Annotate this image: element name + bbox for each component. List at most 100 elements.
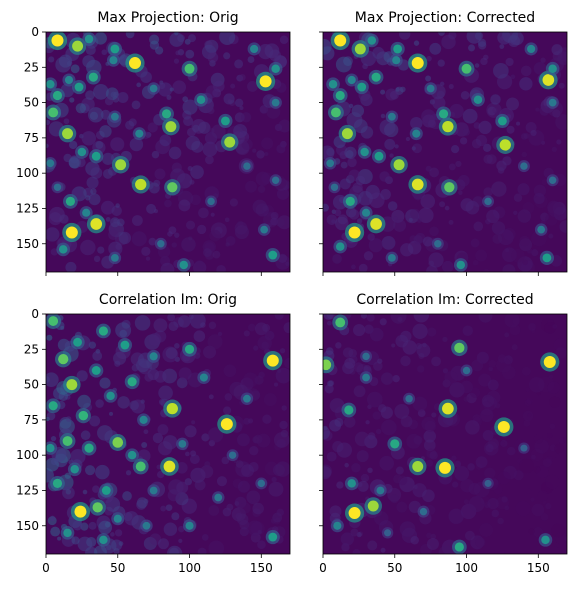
texture-blob — [176, 461, 188, 474]
spot — [250, 44, 259, 54]
texture-blob — [468, 482, 481, 495]
texture-blob — [367, 432, 376, 440]
spot — [541, 535, 550, 545]
texture-blob — [548, 233, 554, 239]
spot — [139, 415, 148, 424]
texture-blob — [398, 337, 403, 342]
texture-blob — [223, 364, 237, 378]
texture-blob — [475, 134, 488, 147]
texture-blob — [430, 533, 437, 540]
texture-blob — [533, 192, 545, 205]
x-tick-label: 150 — [527, 561, 550, 575]
texture-blob — [429, 42, 442, 55]
spot — [90, 218, 103, 230]
texture-blob — [406, 433, 422, 449]
texture-blob — [65, 416, 72, 422]
spot — [426, 84, 435, 93]
texture-blob — [431, 412, 437, 418]
texture-blob — [257, 335, 272, 351]
texture-blob — [279, 420, 288, 430]
spot — [361, 208, 371, 217]
texture-blob — [332, 253, 342, 264]
texture-blob — [405, 136, 411, 142]
spot — [393, 44, 403, 54]
texture-blob — [278, 119, 290, 133]
texture-blob — [483, 143, 492, 152]
texture-blob — [506, 125, 515, 134]
texture-blob — [277, 253, 288, 263]
texture-blob — [163, 522, 178, 536]
texture-blob — [488, 366, 494, 372]
texture-blob — [458, 190, 463, 195]
texture-blob — [226, 503, 234, 511]
spot — [113, 514, 122, 523]
texture-blob — [173, 58, 180, 64]
spot — [257, 479, 266, 488]
texture-blob — [156, 464, 162, 470]
texture-blob — [327, 320, 332, 326]
texture-blob — [467, 463, 475, 471]
texture-blob — [531, 503, 545, 517]
texture-blob — [384, 138, 396, 150]
spot — [345, 196, 355, 207]
texture-blob — [530, 454, 536, 460]
spot — [341, 128, 353, 140]
texture-blob — [545, 502, 552, 510]
texture-blob — [70, 448, 86, 465]
texture-blob — [202, 141, 218, 157]
texture-blob — [335, 56, 352, 73]
texture-blob — [506, 446, 516, 456]
texture-blob — [195, 260, 205, 270]
texture-blob — [379, 171, 390, 182]
x-tick-label: 50 — [110, 561, 125, 575]
texture-blob — [230, 83, 236, 89]
spot — [439, 461, 451, 474]
spot — [328, 79, 338, 89]
texture-blob — [460, 90, 470, 100]
texture-blob — [448, 219, 454, 225]
texture-blob — [554, 443, 564, 454]
texture-blob — [411, 146, 416, 151]
spot — [46, 79, 55, 89]
spot — [266, 354, 279, 367]
texture-blob — [141, 246, 151, 257]
texture-blob — [86, 176, 99, 189]
texture-blob — [525, 488, 532, 494]
texture-blob — [522, 259, 528, 266]
spot — [199, 373, 208, 382]
texture-blob — [331, 219, 336, 224]
spot — [165, 121, 177, 133]
texture-blob — [368, 238, 383, 253]
texture-blob — [506, 97, 519, 111]
texture-blob — [270, 211, 279, 220]
spot — [101, 486, 111, 495]
texture-blob — [259, 105, 269, 114]
texture-blob — [49, 206, 65, 223]
texture-blob — [223, 406, 232, 415]
texture-blob — [50, 248, 59, 256]
texture-blob — [65, 261, 77, 272]
texture-blob — [283, 357, 290, 369]
texture-blob — [178, 367, 192, 381]
texture-blob — [528, 528, 535, 535]
texture-blob — [166, 545, 183, 554]
spot — [384, 529, 392, 537]
spot — [335, 242, 345, 251]
texture-blob — [351, 264, 356, 270]
texture-blob — [212, 250, 221, 259]
spot — [444, 182, 455, 193]
texture-blob — [449, 103, 464, 119]
texture-blob — [513, 210, 518, 216]
panel-title: Max Projection: Orig — [97, 10, 238, 26]
texture-blob — [497, 354, 507, 363]
texture-blob — [158, 399, 165, 406]
texture-blob — [431, 356, 442, 367]
texture-blob — [437, 59, 445, 67]
texture-blob — [97, 246, 105, 254]
spot — [362, 373, 370, 382]
spot — [497, 116, 507, 126]
texture-blob — [497, 229, 514, 246]
texture-blob — [85, 90, 95, 100]
texture-blob — [448, 32, 457, 40]
texture-blob — [245, 180, 257, 193]
